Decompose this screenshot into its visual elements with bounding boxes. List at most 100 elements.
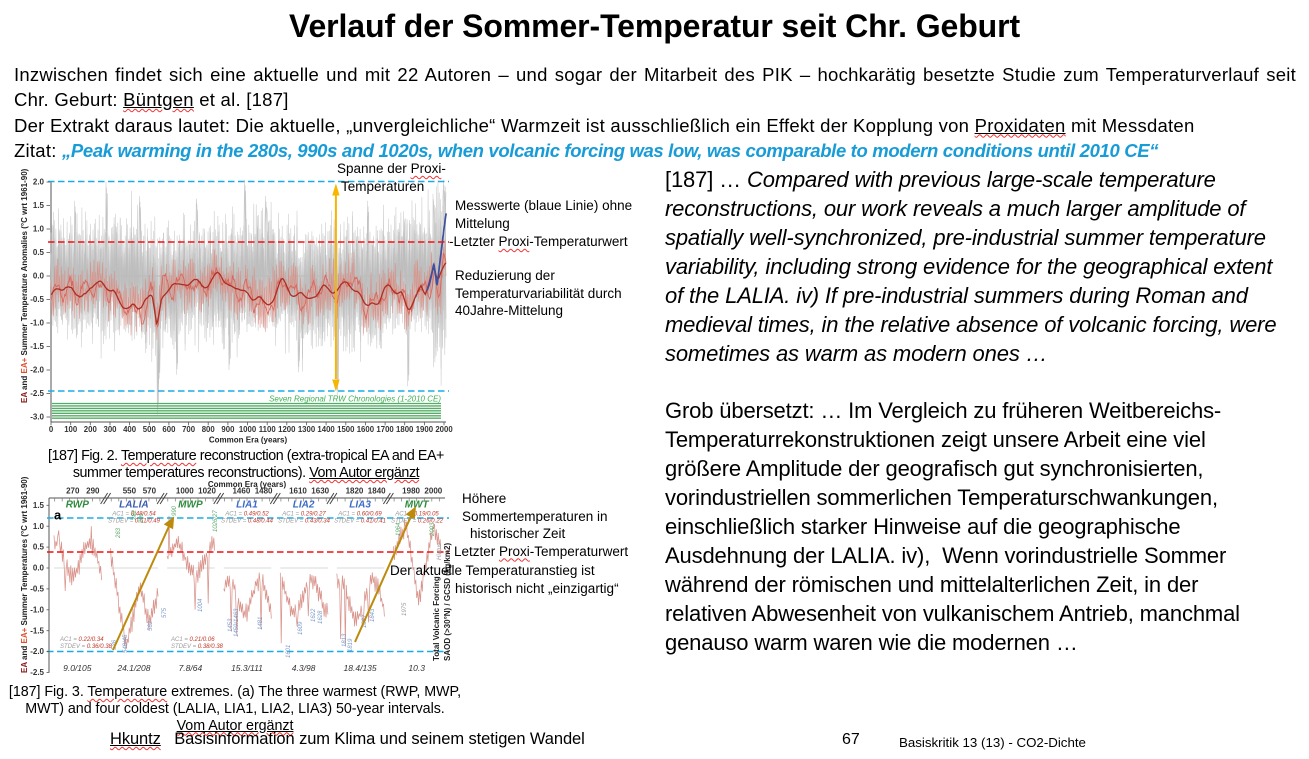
svg-text:300: 300 [103, 425, 117, 434]
svg-text:-0.5: -0.5 [30, 295, 44, 304]
svg-text:1453: 1453 [228, 618, 234, 632]
svg-text:Hiatus: Hiatus [437, 543, 443, 560]
svg-text:-1.5: -1.5 [30, 342, 44, 351]
svg-text:1819: 1819 [348, 638, 354, 652]
svg-text:MWP: MWP [178, 500, 203, 511]
svg-text:MWT: MWT [405, 500, 430, 511]
svg-text:575: 575 [162, 607, 168, 618]
svg-text:0.0: 0.0 [33, 564, 45, 573]
svg-text:EA and EA+ Summer Temperature: EA and EA+ Summer Temperature Anomalies … [20, 168, 29, 403]
svg-text:LIA2: LIA2 [293, 500, 315, 511]
svg-text:-0.5: -0.5 [30, 585, 44, 594]
svg-text:1200: 1200 [278, 425, 296, 434]
svg-text:9.0/105: 9.0/105 [63, 663, 92, 673]
svg-text:-2.5: -2.5 [30, 389, 44, 398]
svg-text:AC1 = 0.29/0.27: AC1 = 0.29/0.27 [281, 512, 326, 518]
svg-text:270 290: 270 290 [66, 487, 100, 496]
svg-text:18.4/135: 18.4/135 [344, 663, 377, 673]
svg-text:STDEV = 0.41/0.41: STDEV = 0.41/0.41 [334, 519, 386, 525]
svg-text:LALIA: LALIA [119, 500, 148, 511]
svg-text:1500: 1500 [337, 425, 355, 434]
svg-text:STDEV = 0.26/0.22: STDEV = 0.26/0.22 [391, 519, 444, 525]
svg-text:1820 1840: 1820 1840 [346, 487, 387, 496]
svg-text:1843: 1843 [370, 608, 376, 622]
svg-text:1964: 1964 [396, 522, 402, 536]
svg-text:1100: 1100 [259, 425, 277, 434]
svg-text:10.3: 10.3 [408, 663, 425, 673]
svg-text:LIA3: LIA3 [349, 500, 371, 511]
svg-text:0: 0 [49, 425, 54, 434]
svg-text:1900: 1900 [416, 425, 434, 434]
svg-text:1460 1480: 1460 1480 [232, 487, 273, 496]
svg-text:1813: 1813 [342, 633, 348, 647]
svg-text:AC1 = 0.49/0.52: AC1 = 0.49/0.52 [224, 512, 269, 518]
svg-text:1300: 1300 [298, 425, 316, 434]
svg-text:-1.0: -1.0 [30, 319, 44, 328]
svg-text:1980 2000: 1980 2000 [402, 487, 443, 496]
svg-text:1481: 1481 [258, 617, 264, 630]
svg-text:RWP: RWP [66, 500, 89, 511]
svg-text:1.0: 1.0 [33, 522, 45, 531]
svg-text:1026/27: 1026/27 [213, 510, 219, 532]
svg-text:-2.0: -2.0 [30, 647, 44, 656]
svg-text:7.8/64: 7.8/64 [179, 663, 203, 673]
svg-text:548/45: 548/45 [123, 634, 129, 653]
svg-text:550 570: 550 570 [123, 487, 157, 496]
svg-text:1459/1463: 1459/1463 [234, 608, 240, 637]
svg-text:-3.0: -3.0 [30, 413, 44, 422]
svg-text:500: 500 [143, 425, 157, 434]
svg-text:STDEV = 0.38/0.38: STDEV = 0.38/0.38 [171, 644, 224, 650]
svg-text:990: 990 [172, 505, 178, 516]
svg-text:0.5: 0.5 [33, 543, 45, 552]
svg-text:0.0: 0.0 [33, 272, 45, 281]
svg-text:AC1 = 0.48/0.54: AC1 = 0.48/0.54 [111, 512, 156, 518]
svg-text:Seven Regional TRW Chronologie: Seven Regional TRW Chronologies (1-2010 … [269, 395, 441, 404]
svg-text:2000: 2000 [435, 425, 453, 434]
svg-text:2.0: 2.0 [33, 178, 45, 187]
svg-text:AC1 = 0.22/0.34: AC1 = 0.22/0.34 [59, 637, 104, 643]
svg-text:291: 291 [139, 513, 145, 524]
svg-text:Total Volcanic Forcing: Total Volcanic Forcing [432, 576, 441, 661]
svg-text:200: 200 [84, 425, 98, 434]
svg-text:1610 1630: 1610 1630 [289, 487, 330, 496]
svg-text:Common Era (years): Common Era (years) [208, 480, 287, 489]
svg-text:282: 282 [132, 509, 138, 521]
svg-text:STDEV = 0.43/0.34: STDEV = 0.43/0.34 [278, 519, 331, 525]
svg-text:STDEV = 0.48/0.44: STDEV = 0.48/0.44 [221, 519, 274, 525]
svg-text:0.5: 0.5 [33, 248, 45, 257]
svg-text:EA and EA+ Summer Temperatures: EA and EA+ Summer Temperatures (°C wrt 1… [20, 476, 29, 673]
svg-text:1400: 1400 [317, 425, 335, 434]
svg-text:AC1 = 0.60/0.69: AC1 = 0.60/0.69 [337, 512, 382, 518]
svg-text:100: 100 [64, 425, 78, 434]
svg-text:562: 562 [148, 620, 154, 631]
svg-text:AC1 = 0.19/0.05: AC1 = 0.19/0.05 [394, 512, 439, 518]
svg-text:-1.0: -1.0 [30, 605, 44, 614]
svg-text:STDEV = 0.36/0.38: STDEV = 0.36/0.38 [60, 644, 113, 650]
svg-text:1600: 1600 [357, 425, 375, 434]
svg-text:1.0: 1.0 [33, 225, 45, 234]
svg-text:400: 400 [123, 425, 137, 434]
svg-text:SAOD (>30°N) / GCSD (kg/km2): SAOD (>30°N) / GCSD (kg/km2) [443, 543, 452, 661]
svg-text:LIA1: LIA1 [236, 500, 258, 511]
svg-text:800: 800 [202, 425, 216, 434]
svg-text:24.1/208: 24.1/208 [116, 663, 150, 673]
svg-text:1601: 1601 [286, 645, 292, 658]
svg-text:263: 263 [116, 527, 122, 539]
svg-text:1622: 1622 [311, 608, 317, 622]
svg-text:15.3/111: 15.3/111 [231, 663, 263, 673]
svg-text:4.3/98: 4.3/98 [292, 663, 316, 673]
svg-text:1000 1020: 1000 1020 [176, 487, 217, 496]
svg-text:1800: 1800 [396, 425, 414, 434]
svg-text:1700: 1700 [376, 425, 394, 434]
svg-text:1.5: 1.5 [33, 201, 45, 210]
svg-text:700: 700 [182, 425, 196, 434]
svg-text:-1.5: -1.5 [30, 626, 44, 635]
svg-text:2003: 2003 [430, 522, 436, 537]
svg-text:1004: 1004 [198, 598, 204, 612]
svg-text:1975: 1975 [402, 602, 408, 616]
svg-text:1.5: 1.5 [33, 501, 45, 510]
svg-text:600: 600 [162, 425, 176, 434]
svg-text:1628: 1628 [318, 610, 324, 624]
svg-text:900: 900 [221, 425, 235, 434]
svg-text:a: a [54, 508, 62, 523]
